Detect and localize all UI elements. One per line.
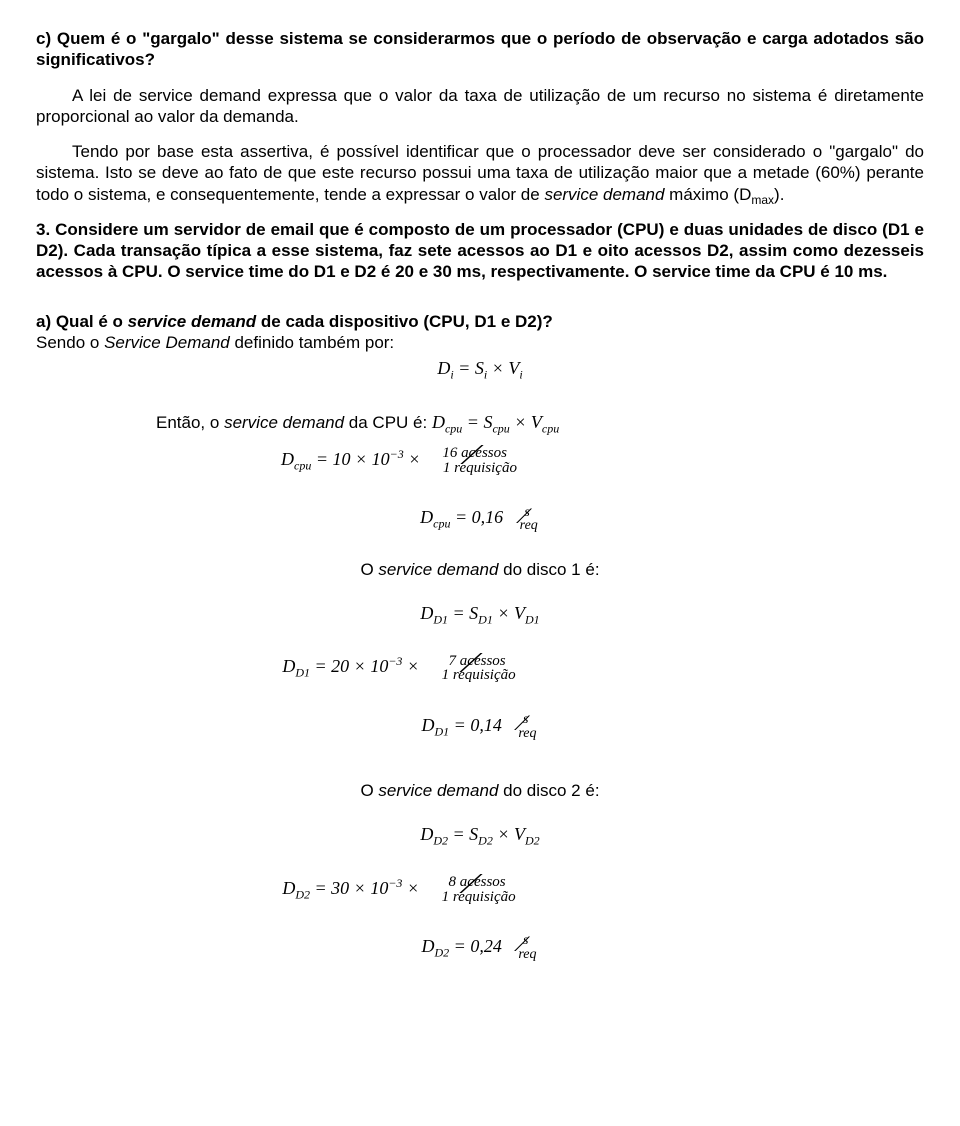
- italic-text: service demand: [128, 312, 257, 331]
- equation-di: Di = Si × Vi: [36, 357, 924, 383]
- equation-d1-def: DD1 = SD1 × VD1: [36, 602, 924, 628]
- question-3a-prompt: a) Qual é o service demand de cada dispo…: [36, 311, 924, 354]
- question-c-answer-1: A lei de service demand expressa que o v…: [36, 85, 924, 128]
- italic-text: Service Demand: [104, 333, 230, 352]
- equation-d1-result: DD1 = 0,14 s⁄req: [36, 709, 924, 744]
- text: máximo (D: [664, 185, 751, 204]
- italic-text: service demand: [544, 185, 664, 204]
- question-c-answer-2: Tendo por base esta assertiva, é possíve…: [36, 141, 924, 205]
- equation-cpu-result: Dcpu = 0,16 s⁄req: [36, 502, 924, 537]
- question-c-prompt: c) Quem é o "gargalo" desse sistema se c…: [36, 28, 924, 71]
- text: a) Qual é o: [36, 312, 128, 331]
- equation-d2-def: DD2 = SD2 × VD2: [36, 823, 924, 849]
- text: ).: [774, 185, 784, 204]
- text: Sendo o: [36, 333, 104, 352]
- equation-cpu-calc: Dcpu = 10 × 10−3 × 16 acessos⁄1 requisiç…: [36, 442, 924, 480]
- equation-d1-calc: DD1 = 20 × 10−3 × 7 acessos⁄1 requisição: [36, 650, 924, 688]
- equation-d2-calc: DD2 = 30 × 10−3 × 8 acessos⁄1 requisição: [36, 871, 924, 909]
- line-entao-cpu: Então, o service demand da CPU é: Dcpu =…: [156, 411, 924, 437]
- text: de cada dispositivo (CPU, D1 e D2)?: [256, 312, 553, 331]
- line-d1-intro: O service demand do disco 1 é:: [36, 559, 924, 580]
- text: definido também por:: [230, 333, 394, 352]
- line-d2-intro: O service demand do disco 2 é:: [36, 780, 924, 801]
- subscript: max: [751, 193, 774, 207]
- text: Tendo por base esta assertiva, é possíve…: [36, 142, 924, 204]
- equation-d2-result: DD2 = 0,24 s⁄req: [36, 930, 924, 965]
- question-3-heading: 3. Considere um servidor de email que é …: [36, 219, 924, 283]
